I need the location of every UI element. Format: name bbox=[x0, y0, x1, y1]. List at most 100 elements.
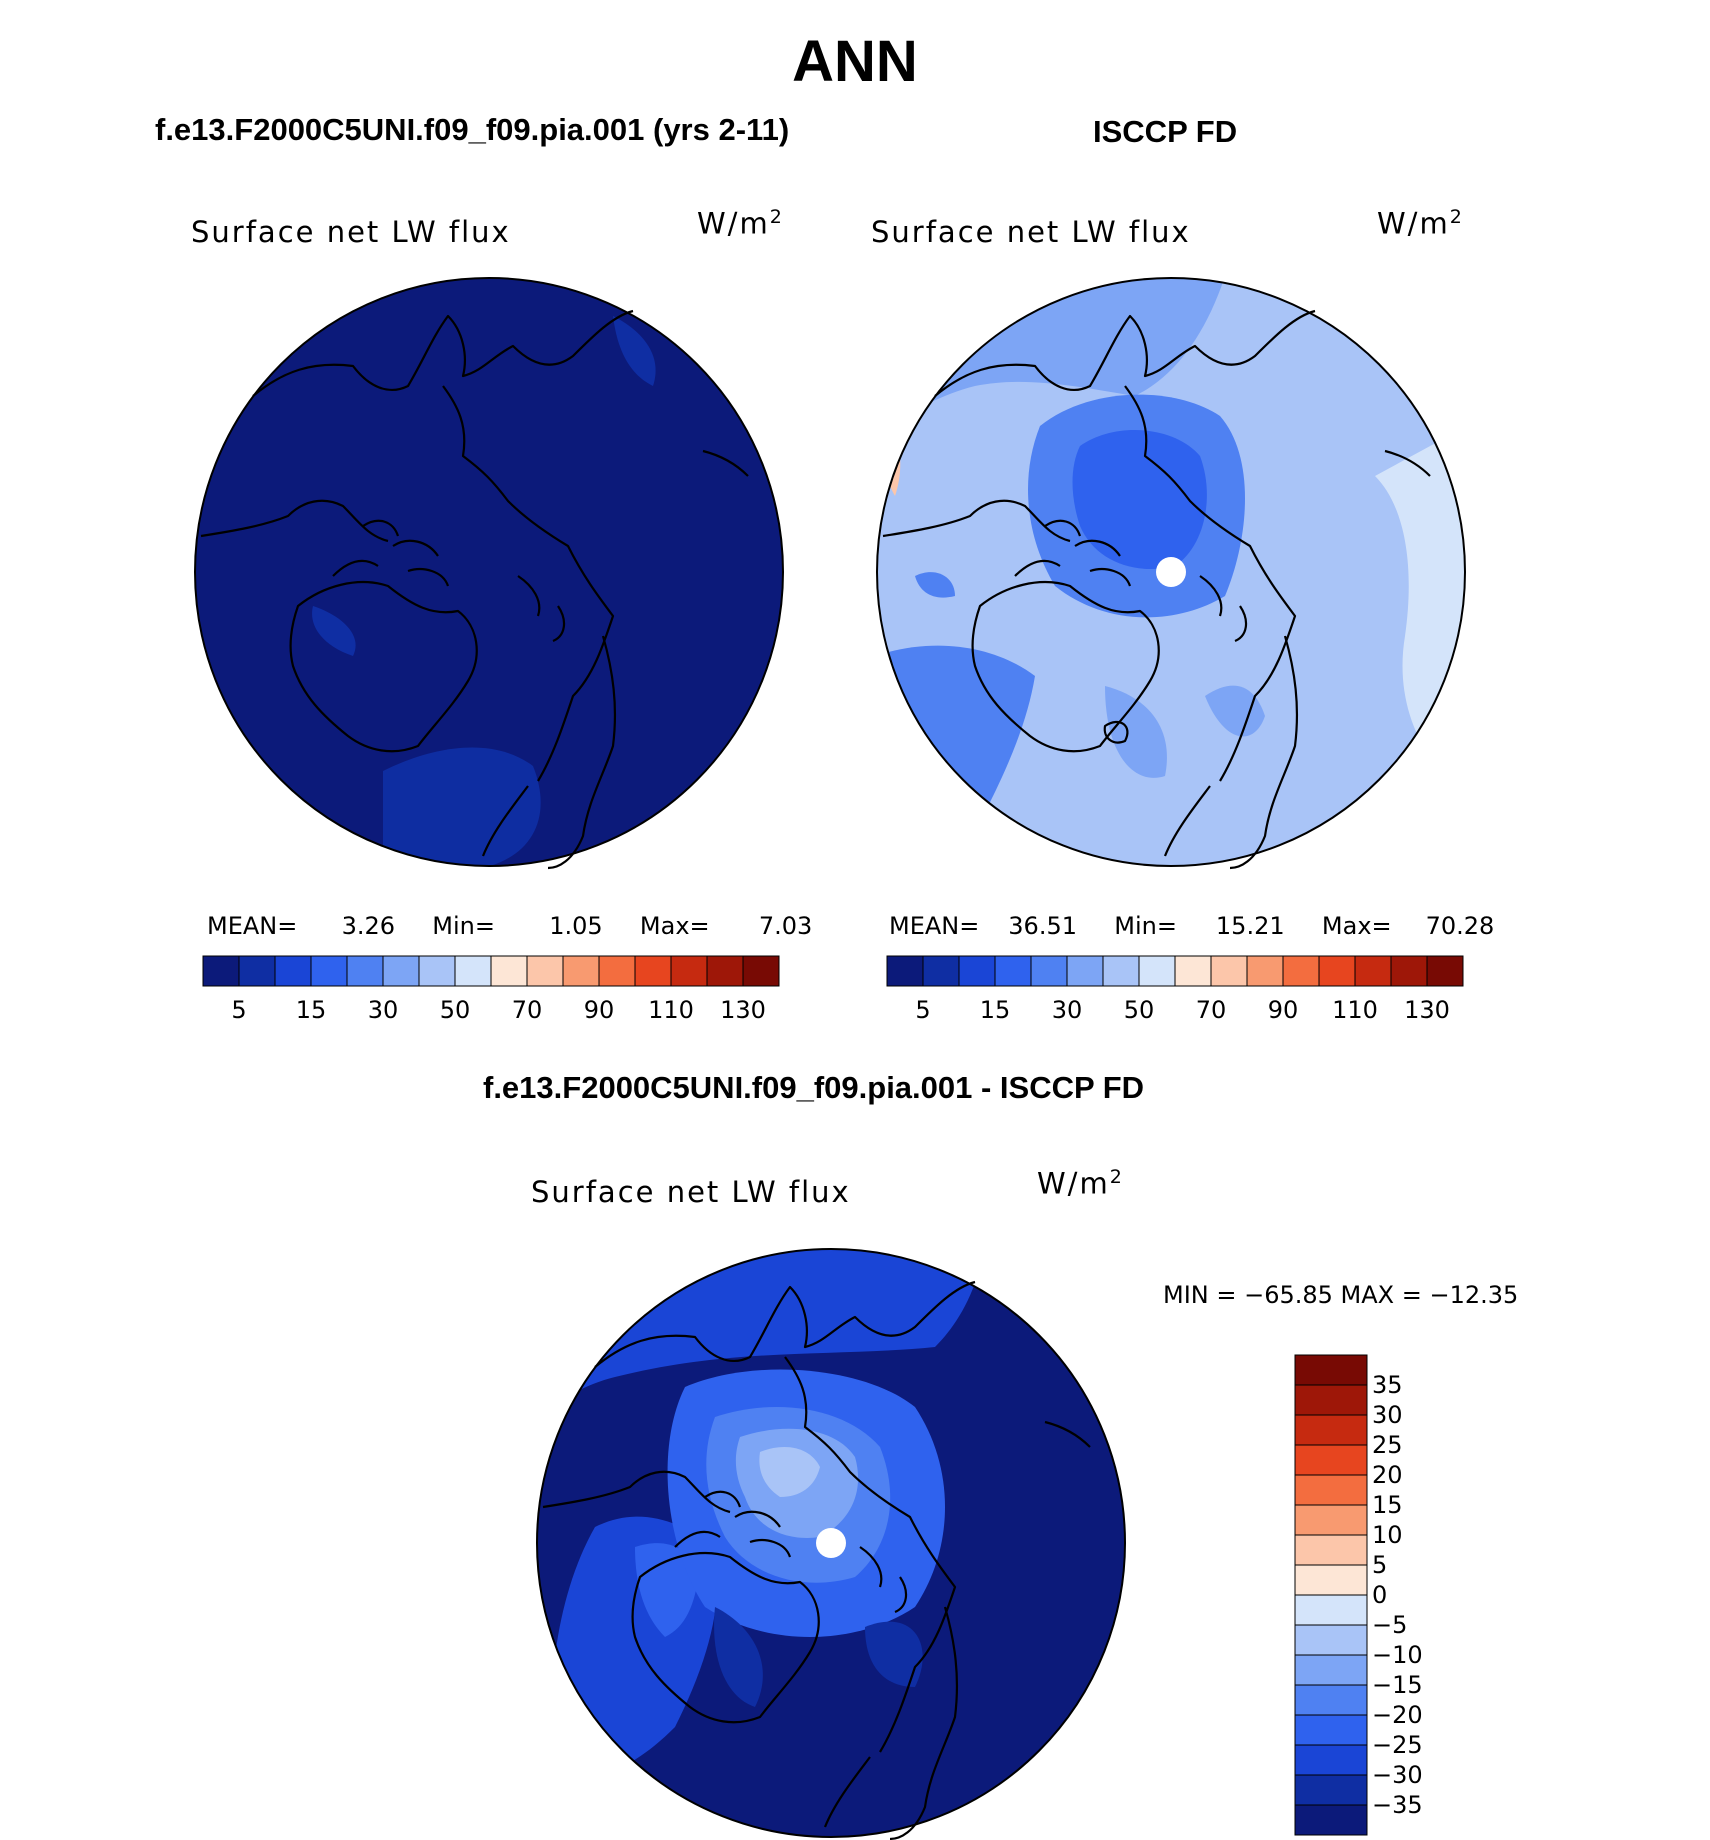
model-colorbar-box bbox=[454, 955, 492, 987]
obs-colorbar-tick-label: 90 bbox=[1267, 996, 1299, 1024]
model-colorbar-box bbox=[382, 955, 420, 987]
model-colorbar-tick-label: 130 bbox=[720, 996, 766, 1024]
model-colorbar-box bbox=[634, 955, 672, 987]
diff-colorbar-box bbox=[1294, 1534, 1368, 1566]
diff-colorbar-box bbox=[1294, 1744, 1368, 1776]
diff-variable-label: Surface net LW flux bbox=[531, 1175, 851, 1209]
diff-colorbar-tick-label: −15 bbox=[1372, 1671, 1423, 1699]
obs-colorbar-box bbox=[1210, 955, 1248, 987]
obs-colorbar-tick-label: 15 bbox=[979, 996, 1011, 1024]
model-colorbar-tick-label: 30 bbox=[367, 996, 399, 1024]
diff-colorbar-tick-label: 20 bbox=[1372, 1461, 1403, 1489]
model-colorbar bbox=[202, 955, 780, 987]
diff-colorbar-box bbox=[1294, 1414, 1368, 1446]
diff-colorbar-tick-label: −25 bbox=[1372, 1731, 1423, 1759]
model-colorbar-box bbox=[202, 955, 240, 987]
pole-mask bbox=[816, 1528, 846, 1558]
diff-colorbar-box bbox=[1294, 1684, 1368, 1716]
model-colorbar-box bbox=[490, 955, 528, 987]
obs-colorbar-box bbox=[1318, 955, 1356, 987]
obs-colorbar-box bbox=[958, 955, 996, 987]
diff-colorbar-tick-label: −30 bbox=[1372, 1761, 1423, 1789]
diff-colorbar-tick-label: 10 bbox=[1372, 1521, 1403, 1549]
obs-colorbar-box bbox=[886, 955, 924, 987]
model-colorbar-box bbox=[562, 955, 600, 987]
diff-colorbar-box bbox=[1294, 1714, 1368, 1746]
obs-units-label: W/m2 bbox=[1377, 206, 1464, 241]
obs-stats: MEAN= 36.51 Min= 15.21 Max= 70.28 bbox=[889, 912, 1495, 940]
diff-colorbar-tick-label: −10 bbox=[1372, 1641, 1423, 1669]
model-colorbar-box bbox=[238, 955, 276, 987]
obs-colorbar-box bbox=[1390, 955, 1428, 987]
obs-colorbar-box bbox=[1030, 955, 1068, 987]
model-colorbar-tick-label: 110 bbox=[648, 996, 694, 1024]
obs-colorbar-box bbox=[1138, 955, 1176, 987]
model-colorbar-tick-label: 15 bbox=[295, 996, 327, 1024]
diff-colorbar-box bbox=[1294, 1504, 1368, 1536]
model-colorbar-box bbox=[742, 955, 780, 987]
obs-colorbar-box bbox=[994, 955, 1032, 987]
obs-colorbar-tick-label: 5 bbox=[915, 996, 931, 1024]
model-colorbar-tick-label: 5 bbox=[231, 996, 247, 1024]
model-colorbar-box bbox=[706, 955, 744, 987]
model-variable-label: Surface net LW flux bbox=[191, 215, 511, 249]
model-colorbar-ticks: 5 15 30 50 70 90 110 130 bbox=[203, 996, 779, 1026]
obs-colorbar-box bbox=[1066, 955, 1104, 987]
diff-colorbar-tick-label: 30 bbox=[1372, 1401, 1403, 1429]
diff-colorbar-box bbox=[1294, 1564, 1368, 1596]
obs-colorbar bbox=[886, 955, 1464, 987]
diff-colorbar-box bbox=[1294, 1774, 1368, 1806]
obs-colorbar-box bbox=[1246, 955, 1284, 987]
pole-mask bbox=[1156, 557, 1186, 587]
model-colorbar-tick-label: 50 bbox=[439, 996, 471, 1024]
model-colorbar-box bbox=[526, 955, 564, 987]
obs-colorbar-tick-label: 50 bbox=[1123, 996, 1155, 1024]
model-colorbar-box bbox=[670, 955, 708, 987]
model-colorbar-tick-label: 70 bbox=[511, 996, 543, 1024]
diff-colorbar-box bbox=[1294, 1354, 1368, 1386]
obs-colorbar-box bbox=[1354, 955, 1392, 987]
diff-colorbar-tick-label: 5 bbox=[1372, 1551, 1388, 1579]
diff-colorbar-tick-label: −35 bbox=[1372, 1791, 1423, 1819]
obs-colorbar-tick-label: 110 bbox=[1332, 996, 1378, 1024]
diff-colorbar-tick-label: 15 bbox=[1372, 1491, 1403, 1519]
diff-panel-subtitle: f.e13.F2000C5UNI.f09_f09.pia.001 - ISCCP… bbox=[483, 1070, 1145, 1105]
obs-colorbar-ticks: 5 15 30 50 70 90 110 130 bbox=[887, 996, 1463, 1026]
diff-colorbar-tick-label: 0 bbox=[1372, 1581, 1388, 1609]
model-colorbar-box bbox=[346, 955, 384, 987]
obs-colorbar-tick-label: 30 bbox=[1051, 996, 1083, 1024]
diff-colorbar-box bbox=[1294, 1624, 1368, 1656]
obs-colorbar-box bbox=[1282, 955, 1320, 987]
model-colorbar-box bbox=[274, 955, 312, 987]
diff-minmax: MIN = −65.85 MAX = −12.35 bbox=[1163, 1281, 1519, 1309]
model-colorbar-box bbox=[310, 955, 348, 987]
model-polar-map bbox=[194, 277, 784, 870]
diff-colorbar-box bbox=[1294, 1594, 1368, 1626]
model-panel-subtitle: f.e13.F2000C5UNI.f09_f09.pia.001 (yrs 2-… bbox=[155, 112, 790, 147]
obs-colorbar-box bbox=[1426, 955, 1464, 987]
diff-colorbar-box bbox=[1294, 1654, 1368, 1686]
diff-colorbar-box bbox=[1294, 1474, 1368, 1506]
obs-colorbar-tick-label: 70 bbox=[1195, 996, 1227, 1024]
diff-colorbar-box bbox=[1294, 1804, 1368, 1836]
figure-title: ANN bbox=[792, 29, 918, 94]
obs-variable-label: Surface net LW flux bbox=[871, 215, 1191, 249]
diff-colorbar bbox=[1294, 1354, 1368, 1836]
obs-colorbar-box bbox=[1102, 955, 1140, 987]
model-stats: MEAN= 3.26 Min= 1.05 Max= 7.03 bbox=[207, 912, 813, 940]
obs-colorbar-box bbox=[922, 955, 960, 987]
diff-colorbar-tick-label: 25 bbox=[1372, 1431, 1403, 1459]
diff-polar-map bbox=[536, 1248, 1126, 1840]
obs-colorbar-box bbox=[1174, 955, 1212, 987]
obs-panel-subtitle: ISCCP FD bbox=[1093, 114, 1238, 149]
diff-colorbar-tick-label: 35 bbox=[1372, 1371, 1403, 1399]
diff-colorbar-box bbox=[1294, 1444, 1368, 1476]
model-colorbar-tick-label: 90 bbox=[583, 996, 615, 1024]
diff-colorbar-ticks: 35 30 25 20 15 10 5 0 −5 −10 −15 −20 −25 −30 −35 bbox=[1372, 1355, 1492, 1835]
model-colorbar-box bbox=[598, 955, 636, 987]
obs-polar-map bbox=[876, 277, 1466, 870]
model-colorbar-box bbox=[418, 955, 456, 987]
obs-colorbar-tick-label: 130 bbox=[1404, 996, 1450, 1024]
diff-colorbar-tick-label: −20 bbox=[1372, 1701, 1423, 1729]
model-units-label: W/m2 bbox=[697, 206, 784, 241]
